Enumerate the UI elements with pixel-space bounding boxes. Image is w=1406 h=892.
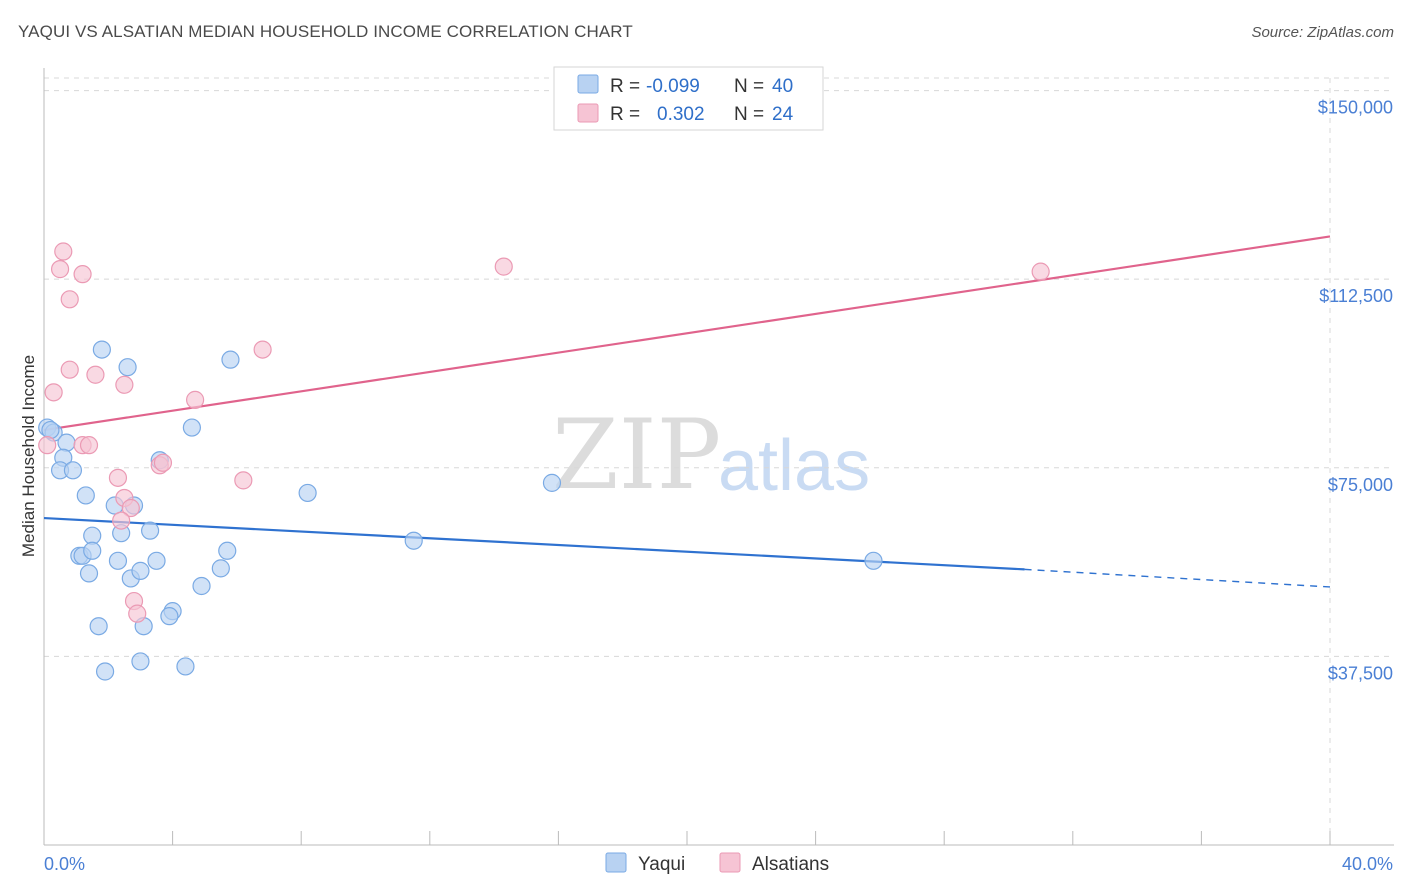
yaqui-point-30: [89, 617, 108, 636]
alsatian-point-8: [73, 265, 92, 284]
yaqui-point-9: [83, 526, 102, 545]
yaqui-point-18: [131, 561, 150, 580]
data-points: [38, 242, 1050, 681]
alsatian-series-swatch: [719, 852, 741, 873]
yaqui-r-value: -0.099: [646, 76, 700, 97]
yaqui-point-5: [63, 461, 83, 480]
yaqui-trendline-extension: [1024, 568, 1331, 588]
yaqui-point-6: [76, 486, 95, 505]
watermark-atlas: atlas: [718, 426, 870, 506]
yaqui-point-37: [864, 551, 883, 570]
alsatian-point-16: [128, 604, 147, 623]
alsatian-r-label: R =: [610, 104, 640, 125]
alsatian-point-19: [186, 390, 205, 409]
y-tick-label-1: $75,000: [1328, 475, 1393, 495]
alsatian-point-0: [38, 436, 57, 455]
yaqui-point-23: [221, 350, 240, 369]
yaqui-point-24: [218, 541, 237, 560]
alsatian-point-23: [1031, 262, 1050, 281]
alsatian-series-label: Alsatians: [752, 854, 829, 875]
yaqui-point-7: [92, 340, 111, 359]
yaqui-trendline: [43, 516, 1025, 571]
alsatian-point-11: [108, 468, 128, 487]
x-tick-labels: 0.0% 40.0%: [44, 854, 1393, 874]
yaqui-point-35: [404, 531, 423, 550]
y-tick-label-3: $150,000: [1318, 98, 1393, 118]
alsatian-trendline: [43, 235, 1331, 432]
gridlines: [44, 77, 1394, 845]
alsatian-legend-swatch: [577, 103, 599, 123]
x-tick-label-1: 40.0%: [1342, 854, 1393, 874]
alsatian-point-18: [153, 453, 173, 472]
yaqui-series-swatch: [605, 852, 627, 873]
yaqui-r-label: R =: [610, 76, 640, 97]
yaqui-point-25: [211, 559, 230, 578]
yaqui-series-label: Yaqui: [638, 854, 685, 875]
yaqui-point-33: [95, 662, 115, 681]
y-tick-labels: $37,500 $75,000 $112,500 $150,000: [1318, 98, 1393, 684]
alsatian-point-9: [86, 365, 105, 384]
yaqui-point-28: [160, 607, 179, 626]
alsatian-point-2: [50, 260, 70, 279]
alsatian-point-22: [494, 257, 513, 276]
yaqui-point-32: [176, 657, 195, 676]
stats-legend: R = -0.099 N = 40 R = 0.302 N = 24: [553, 66, 824, 131]
y-tick-label-0: $37,500: [1328, 663, 1393, 683]
chart-title: YAQUI VS ALSATIAN MEDIAN HOUSEHOLD INCOM…: [18, 22, 633, 41]
yaqui-n-value: 40: [772, 76, 793, 97]
alsatian-point-3: [54, 242, 73, 261]
yaqui-point-14: [83, 541, 102, 560]
yaqui-point-15: [79, 564, 99, 583]
yaqui-point-26: [192, 576, 211, 596]
alsatian-point-1: [44, 383, 63, 402]
yaqui-point-2: [57, 433, 76, 452]
series-legend: Yaqui Alsatians: [605, 852, 829, 875]
alsatian-point-10: [115, 375, 134, 394]
yaqui-point-38: [41, 420, 60, 440]
yaqui-legend-swatch: [577, 74, 599, 94]
alsatian-point-13: [121, 498, 140, 518]
alsatian-point-5: [60, 360, 79, 379]
yaqui-point-19: [140, 521, 160, 540]
alsatian-point-21: [253, 340, 272, 359]
alsatian-n-value: 24: [772, 104, 794, 125]
alsatian-point-4: [60, 290, 79, 309]
axes: [43, 68, 1394, 846]
yaqui-point-22: [182, 418, 201, 437]
alsatian-point-20: [234, 471, 253, 490]
yaqui-n-label: N =: [734, 76, 764, 97]
alsatian-point-14: [112, 511, 131, 530]
trendlines: [43, 235, 1331, 588]
alsatian-r-value: 0.302: [657, 104, 705, 125]
watermark: ZIP atlas: [552, 399, 870, 511]
alsatian-point-7: [79, 436, 99, 455]
watermark-zip: ZIP: [552, 399, 721, 511]
yaqui-point-34: [298, 483, 317, 503]
y-axis-label: Median Household Income: [19, 355, 38, 557]
yaqui-point-36: [542, 473, 562, 492]
yaqui-point-20: [147, 551, 166, 570]
x-tick-label-0: 0.0%: [44, 854, 85, 874]
source-label: Source: ZipAtlas.com: [1251, 24, 1394, 41]
yaqui-point-8: [118, 358, 137, 377]
alsatian-n-label: N =: [734, 104, 764, 125]
yaqui-point-31: [131, 652, 150, 671]
y-tick-label-2: $112,500: [1319, 286, 1393, 306]
yaqui-point-16: [108, 551, 128, 570]
stats-legend-box: [553, 66, 824, 131]
